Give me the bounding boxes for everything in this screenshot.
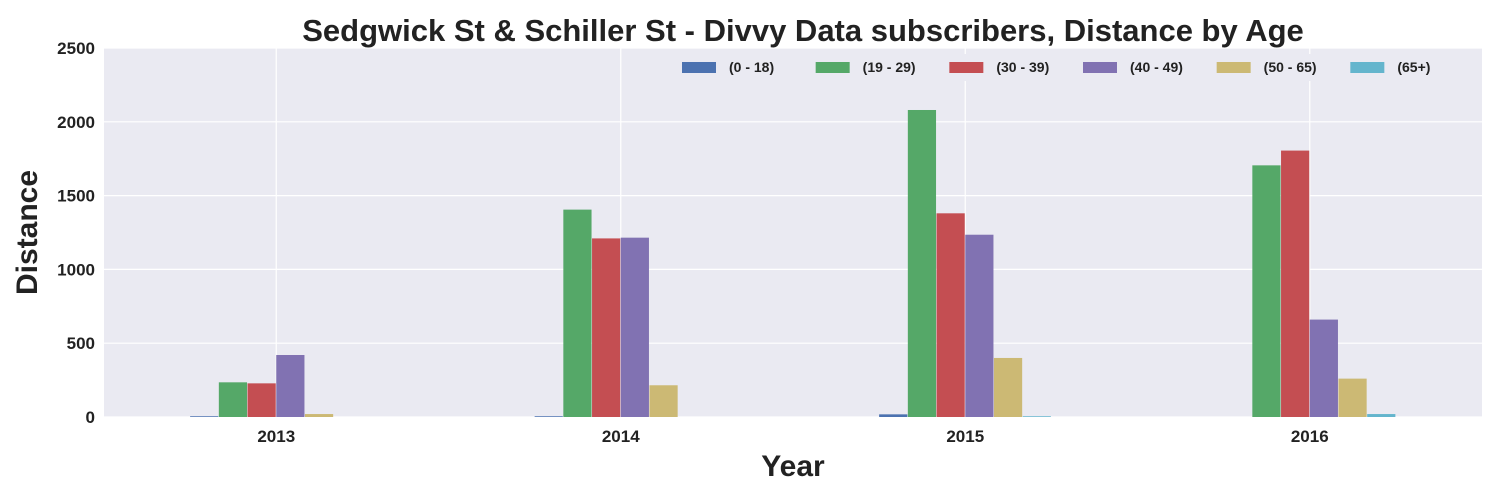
- legend-swatch: [815, 62, 850, 73]
- x-tick-label: 2013: [257, 427, 295, 446]
- bar: [620, 237, 649, 417]
- y-axis-label: Distance: [11, 170, 44, 295]
- bar: [1338, 378, 1367, 417]
- bar: [993, 357, 1023, 417]
- legend-swatch: [949, 62, 984, 73]
- y-tick-label: 0: [86, 408, 95, 427]
- bar: [1022, 416, 1051, 417]
- legend-label: (40 - 49): [1130, 59, 1183, 75]
- bar: [879, 414, 908, 417]
- y-tick-label: 1500: [57, 187, 95, 206]
- y-tick-label: 2500: [57, 39, 95, 58]
- y-tick-label: 1000: [57, 260, 95, 279]
- grid-lines: [104, 47, 1482, 418]
- bar: [534, 416, 563, 417]
- legend-swatch: [682, 62, 716, 73]
- x-tick-label: 2016: [1291, 427, 1329, 446]
- bar: [247, 383, 276, 417]
- legend-swatch: [1083, 62, 1117, 73]
- legend-swatch: [1216, 62, 1251, 73]
- bar: [218, 382, 248, 417]
- y-tick-labels: 0 500 1000 1500 2000 2500: [57, 39, 95, 427]
- x-tick-label: 2014: [602, 427, 640, 446]
- y-tick-label: 2000: [57, 113, 95, 132]
- bar: [1367, 414, 1396, 417]
- legend-label: (50 - 65): [1264, 59, 1317, 75]
- x-tick-labels: 2013 2014 2015 2016: [257, 427, 1328, 446]
- bar: [936, 213, 965, 417]
- x-axis-label: Year: [761, 450, 825, 483]
- legend: (0 - 18) (19 - 29) (30 - 39) (40 - 49) (50 -…: [674, 54, 1476, 81]
- bar: [1252, 165, 1281, 417]
- bar: [592, 238, 621, 417]
- bar: [563, 209, 592, 417]
- legend-swatch: [1350, 62, 1385, 73]
- bar: [1281, 150, 1310, 417]
- y-tick-label: 500: [67, 334, 95, 353]
- x-tick-label: 2015: [946, 427, 984, 446]
- bar: [965, 234, 994, 417]
- bar: [190, 416, 219, 417]
- legend-box: [674, 54, 1476, 81]
- chart-title: Sedgwick St & Schiller St - Divvy Data s…: [302, 13, 1304, 48]
- bar: [1309, 319, 1338, 417]
- bar: [276, 355, 305, 417]
- legend-label: (65+): [1397, 59, 1430, 75]
- bar: [649, 385, 678, 417]
- bars: [190, 109, 1396, 417]
- legend-label: (0 - 18): [729, 59, 774, 75]
- legend-label: (30 - 39): [996, 59, 1049, 75]
- bar: [304, 414, 334, 417]
- legend-label: (19 - 29): [863, 59, 916, 75]
- bar: [907, 109, 937, 417]
